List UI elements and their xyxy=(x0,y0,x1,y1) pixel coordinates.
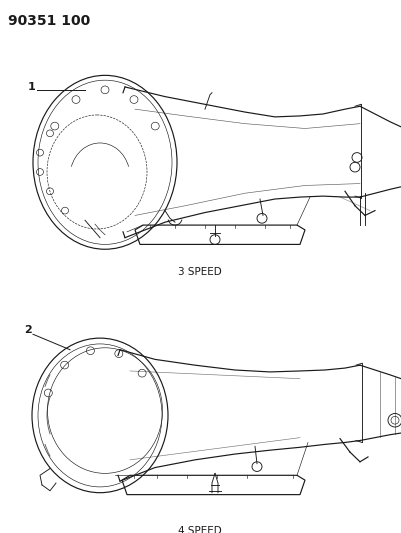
Text: 3 SPEED: 3 SPEED xyxy=(178,268,221,278)
Text: 2: 2 xyxy=(24,325,32,335)
Text: 1: 1 xyxy=(28,82,36,92)
Text: 4 SPEED: 4 SPEED xyxy=(178,526,221,533)
Text: 90351 100: 90351 100 xyxy=(8,13,90,28)
